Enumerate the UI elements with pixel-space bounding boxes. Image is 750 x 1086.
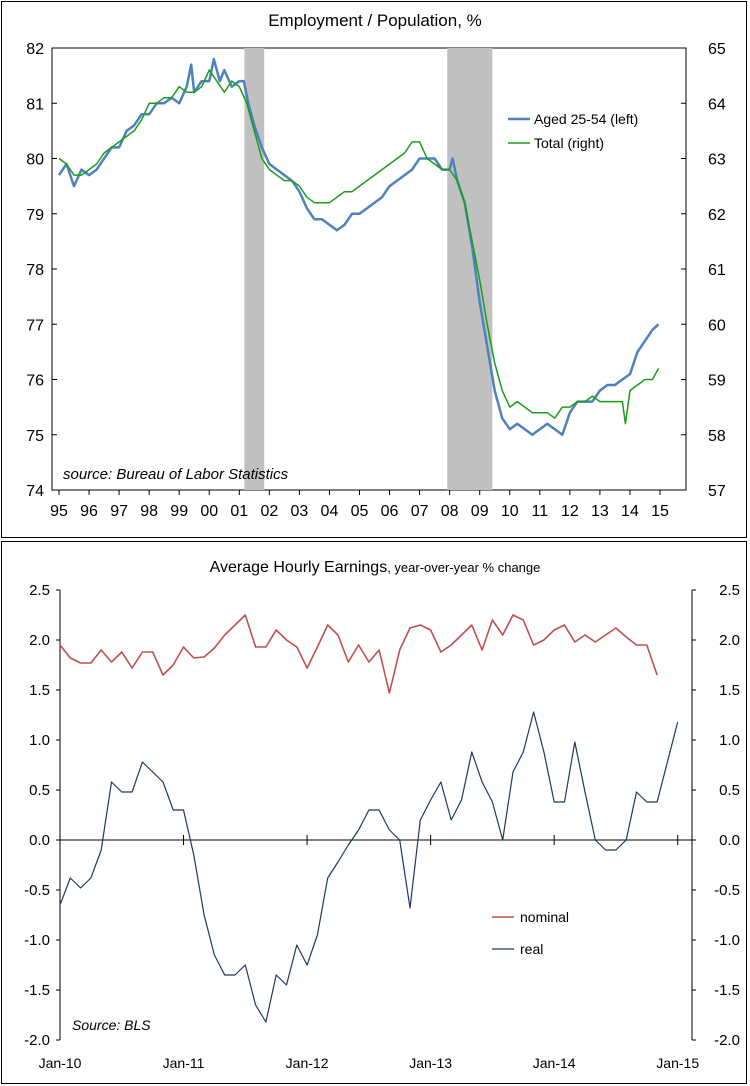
- left-y-tick-label: -0.5: [24, 882, 50, 899]
- right-y-tick-label: 2.0: [719, 632, 740, 649]
- legend-label-real: real: [520, 941, 543, 957]
- right-y-tick-label: 1.5: [719, 682, 740, 699]
- x-tick-label: 10: [501, 503, 519, 520]
- left-y-tick-label: -1.5: [24, 982, 50, 999]
- x-tick-label: 05: [351, 503, 369, 520]
- right-y-tick-label: 63: [708, 152, 726, 169]
- x-tick-label: Jan-12: [286, 1055, 329, 1071]
- x-tick-label: 06: [381, 503, 399, 520]
- x-tick-label: 00: [200, 503, 218, 520]
- source-note: Source: BLS: [72, 1017, 151, 1033]
- legend-box: [502, 105, 668, 159]
- right-y-tick-label: -1.5: [714, 982, 740, 999]
- series-aged-25-54-line: [57, 57, 660, 437]
- legend: nominal real: [492, 909, 569, 957]
- right-y-tick-label: 59: [708, 373, 726, 390]
- x-tick-label: 03: [291, 503, 309, 520]
- x-tick-label: 09: [471, 503, 489, 520]
- legend-label-nominal: nominal: [520, 909, 569, 925]
- x-tick-label: 13: [591, 503, 609, 520]
- x-tick-label: 07: [411, 503, 429, 520]
- x-tick-label: 02: [260, 503, 278, 520]
- x-tick-label: 15: [651, 503, 669, 520]
- average-hourly-earnings-chart: Average Hourly Earnings, year-over-year …: [24, 559, 740, 1071]
- right-y-tick-label: 0.5: [719, 782, 740, 799]
- x-tick-label: 04: [321, 503, 339, 520]
- x-tick-label: Jan-14: [533, 1055, 576, 1071]
- recession-band-0: [244, 48, 265, 490]
- x-tick-label: 96: [80, 503, 98, 520]
- left-y-tick-label: 1.0: [29, 732, 50, 749]
- chart-subtitle: , year-over-year % change: [387, 560, 540, 575]
- chart-title: Employment / Population, %: [268, 11, 482, 30]
- x-tick-label: 11: [531, 503, 548, 520]
- right-y-tick-label: 58: [708, 428, 726, 445]
- left-y-tick-label: 78: [26, 262, 44, 279]
- recession-band-1: [447, 48, 493, 490]
- employment-population-chart: Employment / Population, % 74 75 76 77 78 79 8…: [26, 11, 726, 520]
- left-y-tick-label: 76: [26, 373, 44, 390]
- right-y-tick-label: 62: [708, 207, 726, 224]
- x-tick-label: 99: [170, 503, 188, 520]
- right-y-tick-label: 1.0: [719, 732, 740, 749]
- series-total-line: [58, 69, 660, 425]
- left-y-tick-label: 2.5: [29, 582, 50, 599]
- left-y-tick-label: -1.0: [24, 932, 50, 949]
- left-y-tick-label: 75: [26, 428, 44, 445]
- x-tick-label: Jan-10: [39, 1055, 82, 1071]
- left-y-tick-label: 2.0: [29, 632, 50, 649]
- x-tick-label: 08: [441, 503, 459, 520]
- right-y-tick-label: 2.5: [719, 582, 740, 599]
- left-y-tick-label: 77: [26, 317, 44, 334]
- right-y-tick-label: 0.0: [719, 832, 740, 849]
- x-tick-label: Jan-11: [163, 1055, 205, 1071]
- left-y-tick-label: 82: [26, 41, 44, 58]
- right-y-tick-label: 60: [708, 317, 726, 334]
- employment-chart-panel: Employment / Population, % 74 75 76 77 78 79 8…: [1, 1, 747, 538]
- right-y-tick-label: -1.0: [714, 932, 740, 949]
- x-tick-label: 12: [561, 503, 579, 520]
- chart-title: Average Hourly Earnings, year-over-year …: [210, 559, 541, 576]
- x-tick-label: 98: [140, 503, 158, 520]
- left-y-tick-label: -2.0: [24, 1032, 50, 1049]
- series-nominal-line: [59, 614, 658, 694]
- left-y-tick-label: 1.5: [29, 682, 50, 699]
- chart-title-main: Average Hourly Earnings: [210, 559, 388, 576]
- source-note: source: Bureau of Labor Statistics: [63, 466, 289, 483]
- legend-label-aged: Aged 25-54 (left): [534, 111, 638, 127]
- left-y-tick-label: 74: [26, 483, 44, 500]
- x-tick-label: Jan-13: [409, 1055, 452, 1071]
- left-y-tick-label: 0.5: [29, 782, 50, 799]
- right-y-tick-label: 65: [708, 41, 726, 58]
- x-tick-label: 95: [50, 503, 68, 520]
- x-tick-label: 01: [230, 503, 248, 520]
- series-real-line: [59, 711, 679, 1023]
- right-y-tick-label: 61: [708, 262, 726, 279]
- legend: Aged 25-54 (left) Total (right): [502, 105, 668, 159]
- legend-label-total: Total (right): [534, 135, 604, 151]
- right-y-tick-label: -2.0: [714, 1032, 740, 1049]
- right-y-tick-label: -0.5: [714, 882, 740, 899]
- right-y-tick-label: 57: [708, 483, 726, 500]
- x-tick-label: 97: [110, 503, 128, 520]
- x-tick-label: Jan-15: [656, 1055, 699, 1071]
- left-y-tick-label: 0.0: [29, 832, 50, 849]
- left-y-tick-label: 81: [26, 96, 44, 113]
- earnings-chart-panel: Average Hourly Earnings, year-over-year …: [1, 541, 747, 1084]
- left-y-tick-label: 79: [26, 207, 44, 224]
- right-y-tick-label: 64: [708, 96, 726, 113]
- left-y-tick-label: 80: [26, 152, 44, 169]
- x-tick-label: 14: [621, 503, 639, 520]
